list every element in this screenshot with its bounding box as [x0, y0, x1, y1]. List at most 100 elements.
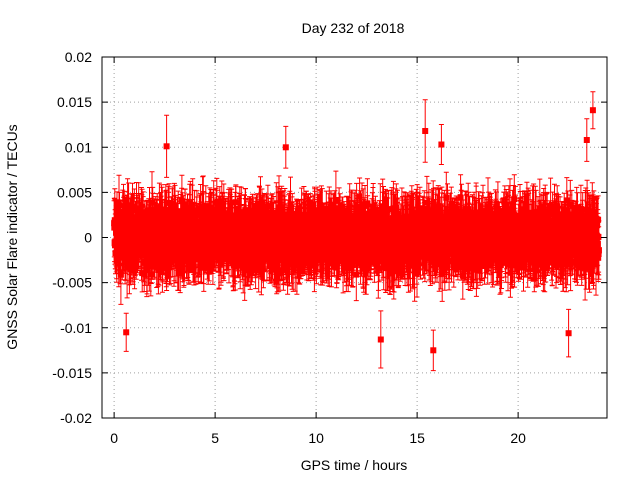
data-point	[505, 257, 511, 263]
data-point	[541, 254, 548, 261]
data-point	[409, 222, 416, 229]
data-point	[272, 253, 279, 260]
data-point	[545, 247, 552, 254]
data-point	[238, 237, 245, 244]
data-point	[166, 199, 173, 206]
data-point	[428, 217, 435, 223]
data-point	[242, 210, 249, 217]
data-point	[438, 213, 445, 220]
data-point	[406, 246, 413, 253]
data-point	[333, 246, 340, 253]
chart-title: Day 232 of 2018	[302, 20, 405, 36]
data-point	[443, 247, 450, 254]
data-point	[445, 250, 452, 257]
data-point	[193, 241, 200, 248]
data-point	[290, 258, 297, 265]
data-point	[139, 216, 146, 222]
data-point	[346, 207, 353, 214]
data-point	[184, 234, 191, 241]
x-tick-label: 15	[409, 430, 425, 446]
data-point	[494, 206, 501, 213]
y-tick-label: 0.02	[65, 49, 92, 65]
data-point	[226, 237, 233, 244]
data-point	[505, 222, 512, 229]
data-point	[439, 270, 446, 276]
data-point	[595, 233, 602, 240]
data-point	[496, 222, 503, 229]
data-point	[317, 222, 324, 229]
data-point	[212, 234, 219, 241]
data-point	[485, 203, 491, 210]
data-point	[336, 210, 343, 217]
data-point	[322, 217, 328, 224]
data-point	[446, 257, 453, 264]
data-point	[285, 219, 292, 226]
data-point	[172, 213, 179, 220]
data-point	[122, 252, 129, 259]
data-point	[432, 210, 439, 217]
data-point	[268, 212, 275, 219]
data-point	[255, 267, 262, 274]
data-point	[411, 234, 418, 241]
data-point	[280, 257, 287, 264]
data-point	[206, 204, 213, 211]
y-tick-label: -0.015	[52, 365, 92, 381]
data-point	[206, 260, 213, 267]
data-point	[578, 253, 585, 260]
data-point	[405, 258, 412, 265]
data-point	[567, 201, 574, 208]
data-point	[240, 258, 247, 265]
data-point	[156, 229, 163, 236]
data-point	[159, 212, 166, 219]
data-point	[273, 241, 280, 248]
data-point	[595, 216, 602, 223]
data-point	[356, 193, 363, 200]
data-point	[594, 241, 601, 247]
data-point	[507, 239, 514, 246]
data-point	[133, 253, 140, 260]
data-point	[586, 217, 593, 224]
data-point	[477, 253, 484, 260]
data-point	[533, 216, 540, 222]
data-point	[352, 240, 359, 247]
data-point	[441, 216, 448, 223]
data-point	[186, 208, 193, 215]
data-point	[535, 212, 541, 219]
data-point	[353, 271, 360, 278]
data-point	[418, 228, 424, 235]
data-point	[465, 214, 472, 221]
data-point	[554, 203, 561, 210]
data-point	[508, 262, 515, 269]
data-point	[502, 226, 509, 233]
data-point	[430, 239, 437, 246]
data-point	[263, 216, 270, 223]
data-point	[416, 206, 423, 213]
data-point	[260, 257, 267, 264]
data-point	[277, 253, 284, 260]
data-point	[293, 260, 300, 267]
data-point	[593, 261, 599, 268]
data-point	[401, 257, 408, 264]
data-point	[116, 244, 123, 251]
data-point	[177, 268, 184, 275]
data-point	[435, 216, 442, 223]
data-point	[437, 223, 444, 230]
data-point	[565, 330, 572, 337]
data-point	[444, 212, 451, 219]
data-point	[230, 262, 237, 269]
data-point	[315, 214, 322, 221]
data-point	[200, 261, 207, 268]
data-point	[150, 243, 157, 250]
data-point	[236, 214, 243, 221]
data-point	[252, 263, 259, 270]
data-point	[437, 258, 444, 264]
data-point	[390, 265, 397, 272]
data-point	[585, 263, 592, 270]
data-point	[332, 197, 339, 204]
data-point	[202, 203, 209, 210]
data-point	[132, 246, 139, 253]
data-point	[541, 250, 548, 257]
data-point	[356, 224, 363, 231]
data-point	[397, 231, 404, 238]
